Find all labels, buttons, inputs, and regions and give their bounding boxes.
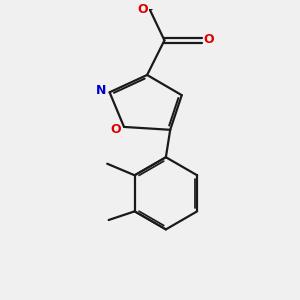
Text: O: O xyxy=(111,123,121,136)
Text: N: N xyxy=(96,84,107,97)
Text: O: O xyxy=(137,3,148,16)
Text: O: O xyxy=(203,33,214,46)
